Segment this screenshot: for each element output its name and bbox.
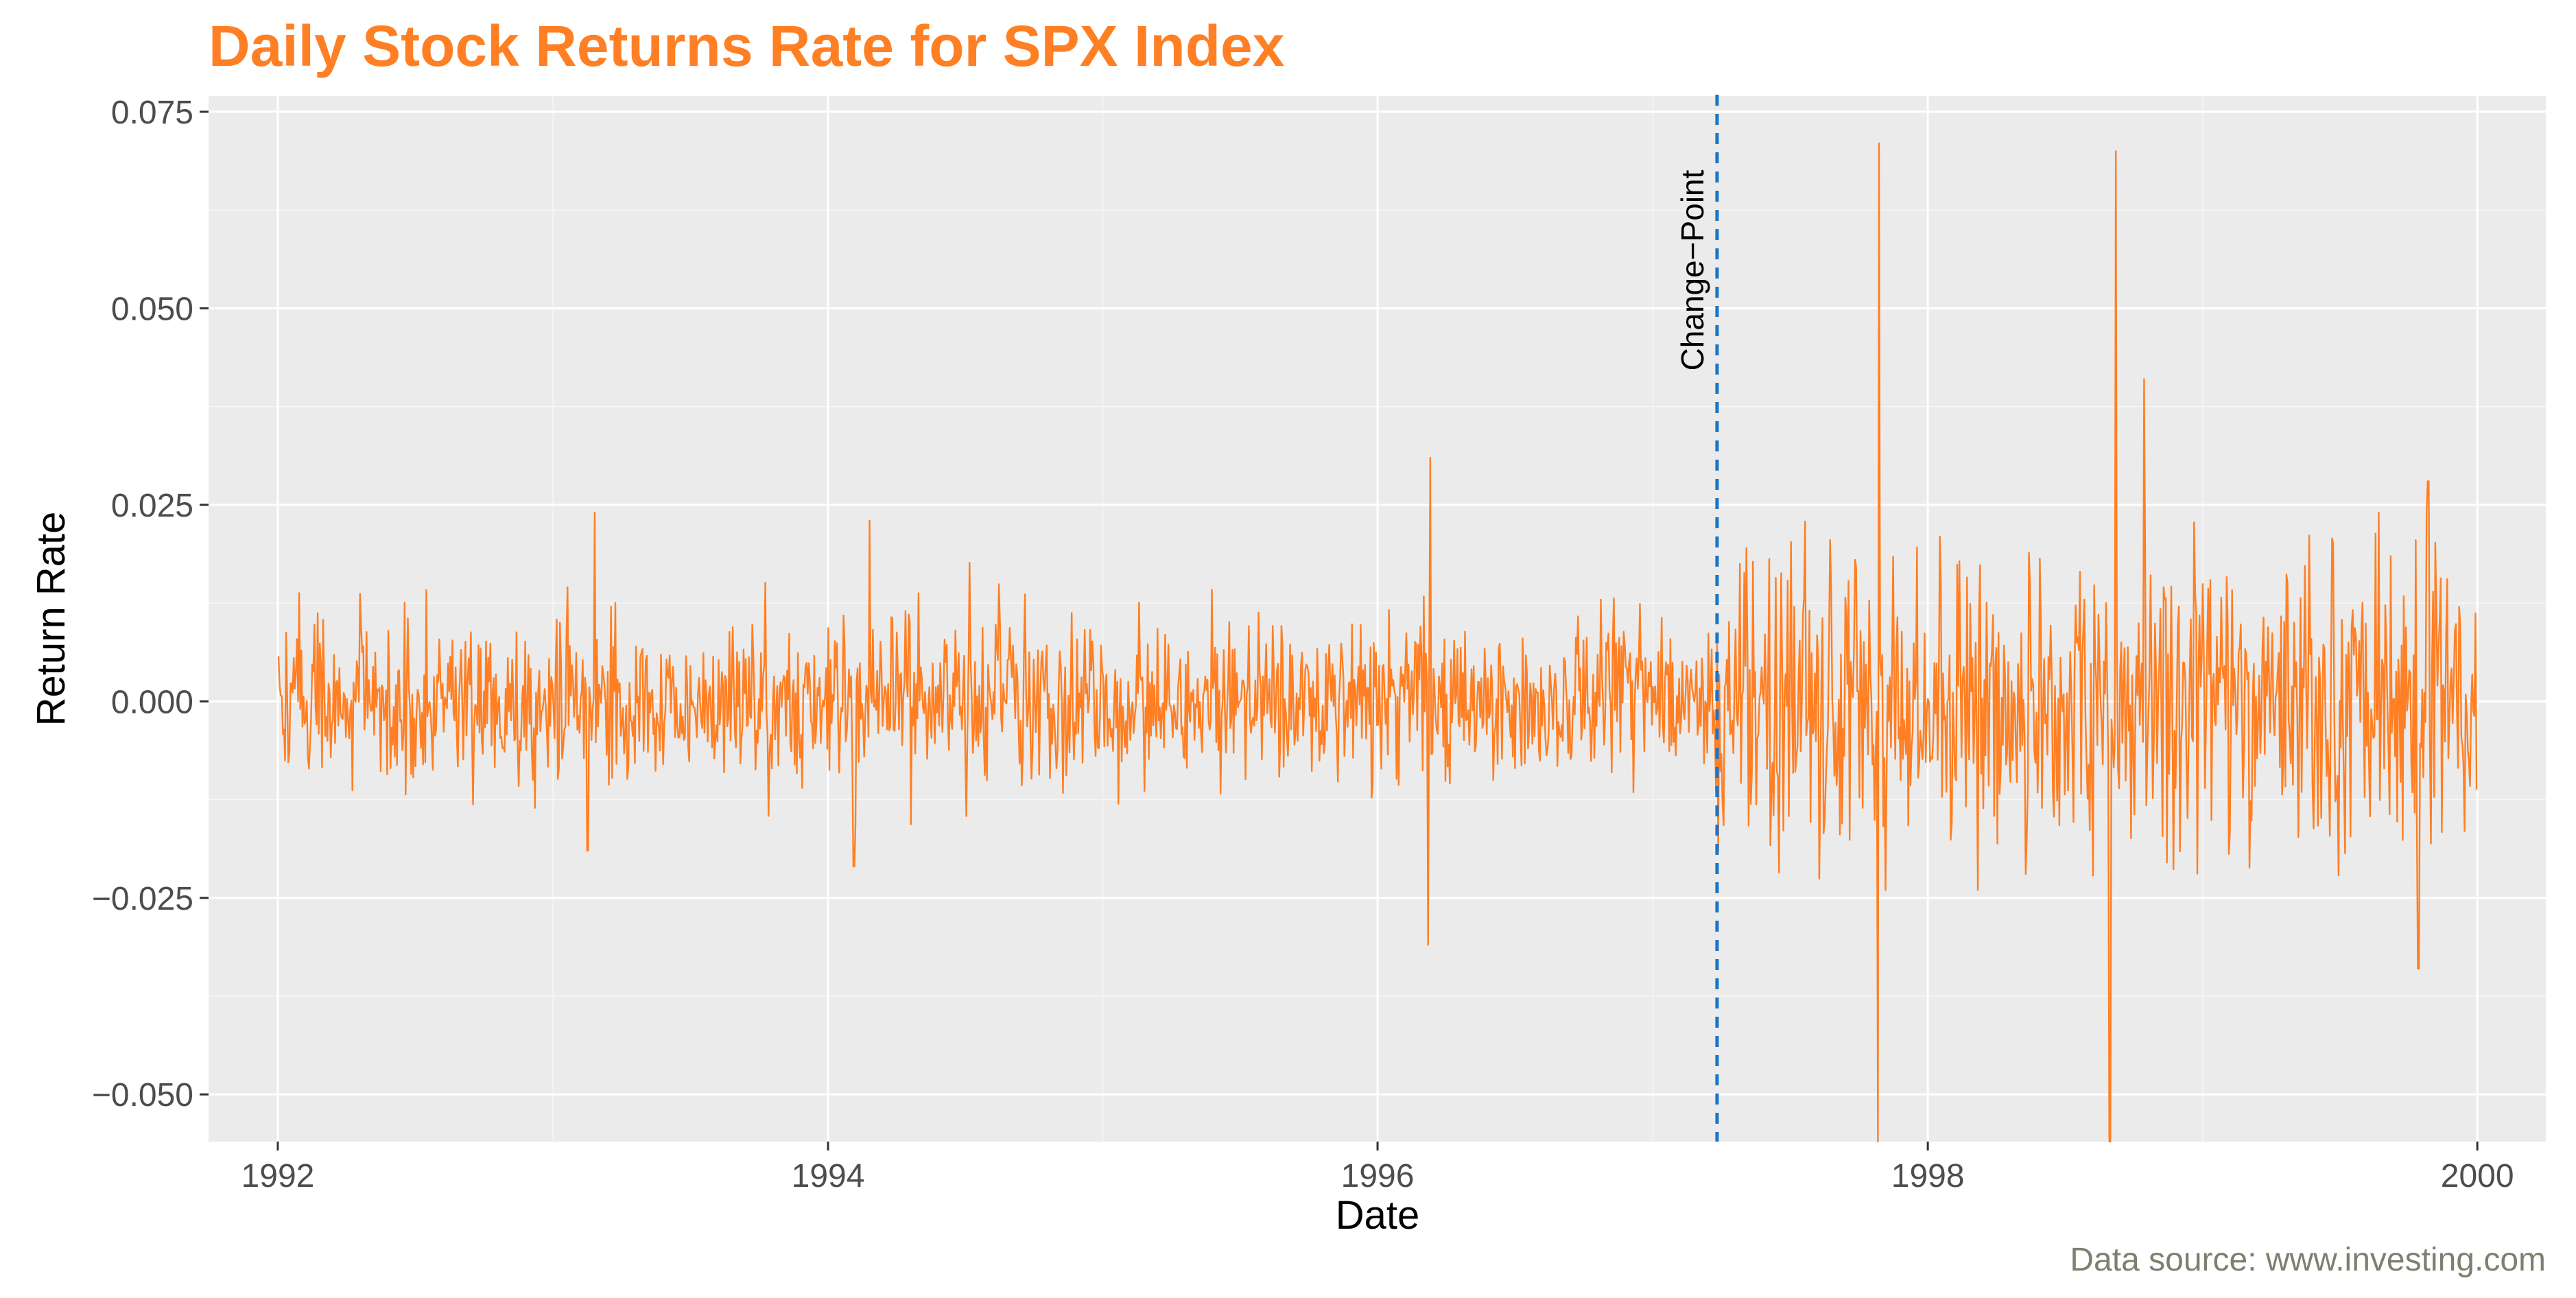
y-tick-label: 0.075 [111, 95, 193, 131]
x-axis-title: Date [1336, 1193, 1420, 1238]
x-tick-label: 1994 [792, 1158, 865, 1194]
changepoint-label: Change−Point [1675, 169, 1710, 370]
data-series [277, 142, 2478, 1143]
y-tick-label: 0.025 [111, 488, 193, 524]
y-axis-title: Return Rate [29, 512, 73, 727]
chart-title: Daily Stock Returns Rate for SPX Index [209, 14, 1285, 78]
grid-major [209, 96, 2546, 1142]
x-tick-label: 1998 [1891, 1158, 1965, 1194]
changepoint-group: Change−Point [1675, 95, 1719, 1142]
y-tick-label: 0.000 [111, 684, 193, 720]
y-tick-label: −0.025 [92, 881, 193, 917]
x-tick-label: 2000 [2441, 1158, 2514, 1194]
x-tick-label: 1996 [1341, 1158, 1415, 1194]
y-tick-label: −0.050 [92, 1077, 193, 1113]
y-axis: −0.050 −0.025 0.000 0.025 0.050 0.075 [92, 95, 209, 1113]
x-axis: 1992 1994 1996 1998 2000 [241, 1142, 2514, 1194]
y-tick-label: 0.050 [111, 291, 193, 327]
data-source-caption: Data source: www.investing.com [2070, 1242, 2546, 1278]
series-line [277, 142, 2478, 1143]
x-tick-label: 1992 [241, 1158, 315, 1194]
